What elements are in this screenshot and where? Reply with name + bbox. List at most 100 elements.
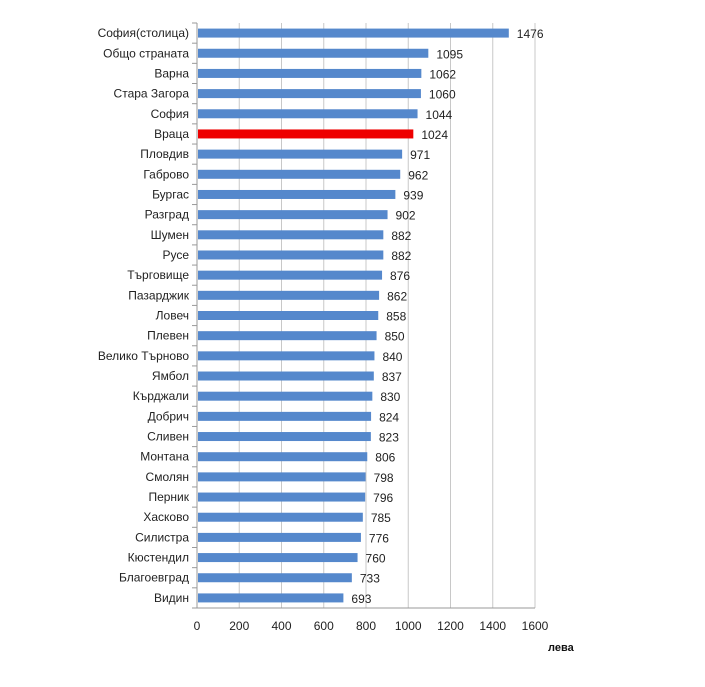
- category-label: София(столица): [98, 26, 189, 40]
- data-label: 733: [360, 572, 380, 586]
- data-label: 1095: [436, 47, 463, 61]
- data-label: 858: [386, 310, 406, 324]
- category-label: Общо страната: [103, 46, 189, 60]
- x-tick-labels: 0 200 400 600 800 1000 1200 1400 1600: [194, 619, 549, 633]
- category-label: Търговище: [127, 268, 189, 282]
- data-labels: 1476 1095 1062 1060 1044 1024 971 962 939 902 882 8…: [351, 27, 543, 606]
- bar: [198, 532, 361, 542]
- bar: [198, 230, 384, 240]
- bar: [198, 169, 401, 179]
- x-tick-label: 1200: [437, 619, 464, 633]
- data-label: 798: [374, 471, 394, 485]
- bar: [198, 351, 375, 361]
- bar: [198, 129, 414, 139]
- category-label: Плевен: [147, 329, 189, 343]
- x-tick-label: 0: [194, 619, 201, 633]
- category-label: София: [151, 107, 189, 121]
- x-tick-label: 200: [229, 619, 249, 633]
- bars: [198, 28, 509, 603]
- category-label: Пловдив: [140, 147, 189, 161]
- bar: [198, 210, 388, 220]
- bar: [198, 149, 403, 159]
- bar: [198, 290, 380, 300]
- data-label: 902: [396, 209, 416, 223]
- data-label: 1476: [517, 27, 544, 41]
- category-label: Ямбол: [152, 369, 189, 383]
- category-label: Бургас: [152, 187, 189, 201]
- data-label: 760: [366, 552, 386, 566]
- x-tick-label: 1000: [395, 619, 422, 633]
- gridlines: [192, 22, 536, 609]
- data-label: 1044: [426, 108, 453, 122]
- bar: [198, 371, 374, 381]
- bar: [198, 48, 429, 58]
- data-label: 824: [379, 410, 399, 424]
- x-tick-label: 800: [356, 619, 376, 633]
- bar: [198, 472, 366, 482]
- bar: [198, 109, 418, 119]
- category-label: Силистра: [135, 530, 189, 544]
- bar: [198, 89, 421, 99]
- data-label: 823: [379, 431, 399, 445]
- x-tick-label: 1600: [522, 619, 549, 633]
- x-axis-label: лева: [548, 642, 575, 654]
- data-label: 776: [369, 531, 389, 545]
- bar: [198, 189, 396, 199]
- bar: [198, 432, 371, 442]
- category-label: Шумен: [151, 228, 189, 242]
- category-label: Кърджали: [133, 389, 189, 403]
- data-label: 882: [391, 249, 411, 263]
- category-label: Добрич: [148, 409, 189, 423]
- data-label: 876: [390, 269, 410, 283]
- bar: [198, 573, 352, 583]
- category-label: Велико Търново: [98, 349, 189, 363]
- category-label: Видин: [154, 591, 189, 605]
- bar: [198, 452, 368, 462]
- category-label: Смолян: [146, 470, 189, 484]
- data-label: 850: [385, 330, 405, 344]
- bar: [198, 270, 383, 280]
- category-label: Хасково: [143, 510, 189, 524]
- bar: [198, 331, 377, 341]
- data-label: 1024: [421, 128, 448, 142]
- data-label: 840: [382, 350, 402, 364]
- data-label: 1060: [429, 88, 456, 102]
- bar: [198, 553, 358, 563]
- data-label: 785: [371, 511, 391, 525]
- category-label: Враца: [154, 127, 189, 141]
- category-label: Пазарджик: [128, 288, 189, 302]
- data-label: 806: [375, 451, 395, 465]
- bar: [198, 250, 384, 260]
- category-label: Благоевград: [119, 571, 189, 585]
- x-tick-label: 400: [271, 619, 291, 633]
- data-label: 830: [380, 390, 400, 404]
- category-label: Варна: [154, 66, 189, 80]
- category-labels: София(столица) Общо страната Варна Стара За…: [98, 26, 190, 605]
- bar: [198, 512, 363, 522]
- data-label: 962: [408, 168, 428, 182]
- category-label: Монтана: [140, 450, 189, 464]
- category-label: Габрово: [143, 167, 189, 181]
- category-label: Кюстендил: [128, 551, 189, 565]
- data-label: 837: [382, 370, 402, 384]
- x-tick-label: 1400: [479, 619, 506, 633]
- category-label: Разград: [145, 208, 189, 222]
- category-label: Стара Загора: [114, 87, 190, 101]
- data-label: 1062: [429, 67, 456, 81]
- data-label: 971: [410, 148, 430, 162]
- x-tick-label: 600: [314, 619, 334, 633]
- category-label: Ловеч: [156, 309, 189, 323]
- bar: [198, 391, 373, 401]
- category-label: Русе: [162, 248, 189, 262]
- bar: [198, 311, 379, 320]
- bar: [198, 68, 422, 78]
- bar: [198, 28, 509, 38]
- bar: [198, 593, 344, 603]
- bar: [198, 492, 366, 502]
- data-label: 939: [403, 188, 423, 202]
- bar: [198, 411, 372, 421]
- data-label: 862: [387, 289, 407, 303]
- category-label: Перник: [148, 490, 189, 504]
- data-label: 693: [351, 592, 371, 606]
